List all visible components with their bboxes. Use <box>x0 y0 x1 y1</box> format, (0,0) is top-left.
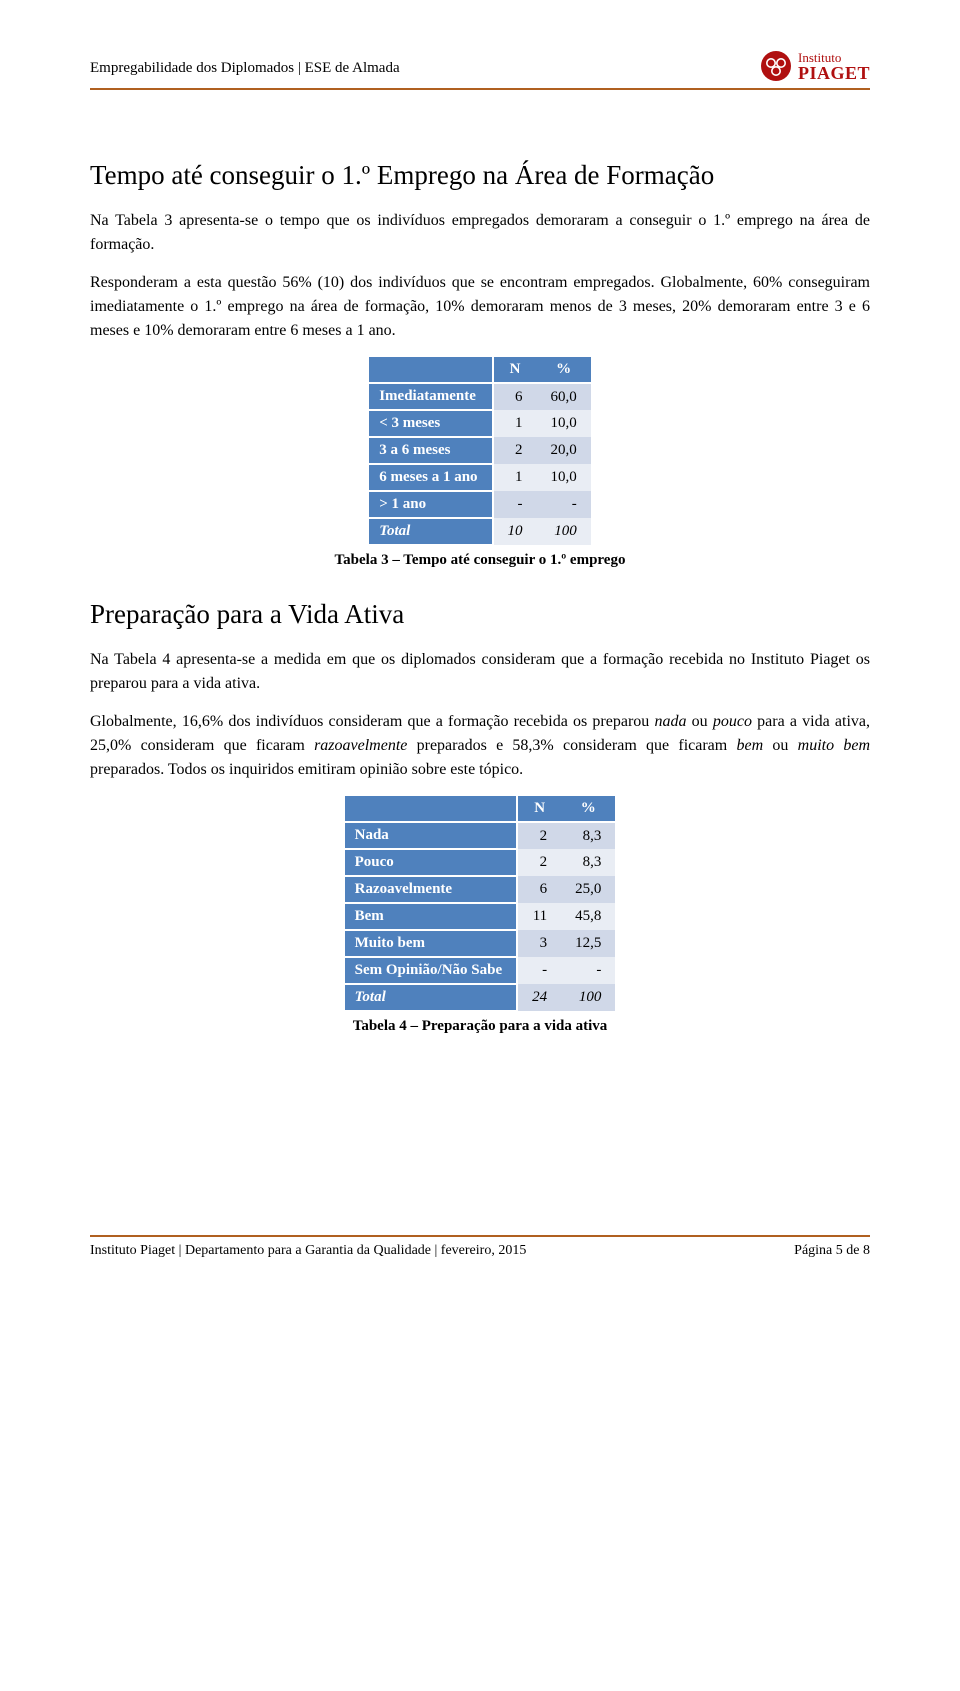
page-footer: Instituto Piaget | Departamento para a G… <box>90 1235 870 1259</box>
s2p2-a: Globalmente, 16,6% dos indivíduos consid… <box>90 713 654 730</box>
table4-row1-label: Pouco <box>345 849 518 876</box>
table3-col-n: N <box>493 357 537 383</box>
s2p2-i5: muito bem <box>798 737 870 754</box>
table4-col-n: N <box>517 796 561 822</box>
table3-total-label: Total <box>369 518 492 545</box>
table4-row0-n: 2 <box>517 822 561 849</box>
table3-row2-label: 3 a 6 meses <box>369 437 492 464</box>
table4-total-label: Total <box>345 984 518 1011</box>
page-header: Empregabilidade dos Diplomados | ESE de … <box>90 50 870 90</box>
section2-para1: Na Tabela 4 apresenta-se a medida em que… <box>90 648 870 696</box>
table4-row1-pct: 8,3 <box>561 849 615 876</box>
table3-row1-label: < 3 meses <box>369 410 492 437</box>
table4-row0-label: Nada <box>345 822 518 849</box>
table4-row0-pct: 8,3 <box>561 822 615 849</box>
table3-total-pct: 100 <box>537 518 591 545</box>
table3-row1-pct: 10,0 <box>537 410 591 437</box>
table3-row2-pct: 20,0 <box>537 437 591 464</box>
footer-right: Página 5 de 8 <box>794 1243 870 1259</box>
table4-caption: Tabela 4 – Preparação para a vida ativa <box>90 1018 870 1035</box>
table4-row4-n: 3 <box>517 930 561 957</box>
table4-row1-n: 2 <box>517 849 561 876</box>
table3-row0-pct: 60,0 <box>537 383 591 410</box>
table4-total-n: 24 <box>517 984 561 1011</box>
table3-row0-label: Imediatamente <box>369 383 492 410</box>
page: Empregabilidade dos Diplomados | ESE de … <box>0 0 960 1299</box>
piaget-logo-icon <box>760 50 792 82</box>
table3-row1-n: 1 <box>493 410 537 437</box>
table3-row2-n: 2 <box>493 437 537 464</box>
table4-total-pct: 100 <box>561 984 615 1011</box>
table3-caption: Tabela 3 – Tempo até conseguir o 1.º emp… <box>90 552 870 569</box>
s2p2-i3: razoavelmente <box>314 737 407 754</box>
s2p2-i4: bem <box>736 737 763 754</box>
section1-title: Tempo até conseguir o 1.º Emprego na Áre… <box>90 160 870 191</box>
table4-row3-label: Bem <box>345 903 518 930</box>
table3-row4-n: - <box>493 491 537 518</box>
table4-row4-pct: 12,5 <box>561 930 615 957</box>
table3-col-pct: % <box>537 357 591 383</box>
section2-para2: Globalmente, 16,6% dos indivíduos consid… <box>90 710 870 782</box>
section1-para2: Responderam a esta questão 56% (10) dos … <box>90 271 870 343</box>
table4-header-blank <box>345 796 518 822</box>
brand-logo: Instituto PIAGET <box>760 50 870 82</box>
section1-para1: Na Tabela 3 apresenta-se o tempo que os … <box>90 209 870 257</box>
table4-row3-n: 11 <box>517 903 561 930</box>
table3: N % Imediatamente 6 60,0 < 3 meses 1 10,… <box>369 357 591 546</box>
table3-row3-label: 6 meses a 1 ano <box>369 464 492 491</box>
table4-col-pct: % <box>561 796 615 822</box>
brand-logo-text: Instituto PIAGET <box>798 51 870 82</box>
s2p2-b: ou <box>686 713 712 730</box>
table4-row5-label: Sem Opinião/Não Sabe <box>345 957 518 984</box>
s2p2-i2: pouco <box>713 713 752 730</box>
section2-title: Preparação para a Vida Ativa <box>90 599 870 630</box>
table4-row5-pct: - <box>561 957 615 984</box>
footer-left: Instituto Piaget | Departamento para a G… <box>90 1243 526 1259</box>
table3-total-n: 10 <box>493 518 537 545</box>
s2p2-d: preparados e 58,3% consideram que ficara… <box>407 737 736 754</box>
s2p2-e: ou <box>763 737 798 754</box>
table4-row2-n: 6 <box>517 876 561 903</box>
table3-row3-pct: 10,0 <box>537 464 591 491</box>
brand-line1: Instituto <box>798 51 870 64</box>
table4-row3-pct: 45,8 <box>561 903 615 930</box>
table3-row0-n: 6 <box>493 383 537 410</box>
s2p2-f: preparados. Todos os inquiridos emitiram… <box>90 761 523 778</box>
s2p2-i1: nada <box>654 713 686 730</box>
table4-row2-pct: 25,0 <box>561 876 615 903</box>
table3-row3-n: 1 <box>493 464 537 491</box>
table3-header-blank <box>369 357 492 383</box>
table3-row4-pct: - <box>537 491 591 518</box>
header-left-text: Empregabilidade dos Diplomados | ESE de … <box>90 50 400 77</box>
table3-row4-label: > 1 ano <box>369 491 492 518</box>
brand-line2: PIAGET <box>798 64 870 82</box>
table4-row2-label: Razoavelmente <box>345 876 518 903</box>
table4-row4-label: Muito bem <box>345 930 518 957</box>
table4: N % Nada 2 8,3 Pouco 2 8,3 Razoavelmente… <box>345 796 616 1012</box>
table4-row5-n: - <box>517 957 561 984</box>
